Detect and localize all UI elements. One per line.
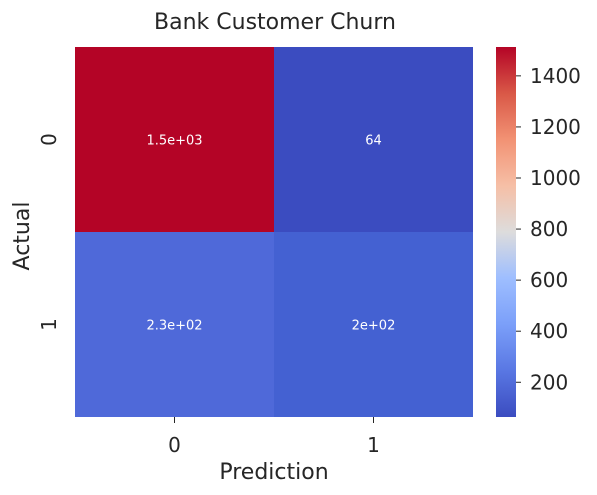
y-tick-label: 0 (37, 133, 61, 146)
heatmap-cell (274, 47, 473, 232)
colorbar-tick-label: 800 (530, 217, 568, 241)
colorbar-ticks: 200 400 600 800 1000 1200 1400 (516, 64, 581, 394)
heatmap-cell (75, 47, 274, 232)
chart-title: Bank Customer Churn (154, 10, 396, 35)
heatmap-cells (75, 47, 473, 417)
colorbar-tick-label: 1200 (530, 115, 581, 139)
cell-value-label: 64 (365, 134, 382, 149)
cell-value-label: 2e+02 (352, 319, 396, 334)
heatmap-cell-labels: 1.5e+03 64 2.3e+02 2e+02 (146, 134, 395, 334)
heatmap-cell (75, 232, 274, 417)
y-tick-labels: 01 (37, 133, 61, 331)
heatmap-cell (274, 232, 473, 417)
colorbar-tick-label: 1400 (530, 64, 581, 88)
colorbar (496, 47, 516, 417)
y-tick-label: 1 (37, 318, 61, 331)
colorbar-tick-label: 200 (530, 370, 568, 394)
colorbar-tick-label: 1000 (530, 166, 581, 190)
colorbar-tick-label: 400 (530, 319, 568, 343)
x-axis-label: Prediction (219, 460, 328, 485)
x-tick-label: 0 (168, 433, 181, 457)
cell-value-label: 2.3e+02 (146, 319, 202, 334)
colorbar-tick-label: 600 (530, 268, 568, 292)
cell-value-label: 1.5e+03 (146, 134, 202, 149)
y-axis-label: Actual (10, 202, 35, 271)
x-tick-label: 1 (367, 433, 380, 457)
